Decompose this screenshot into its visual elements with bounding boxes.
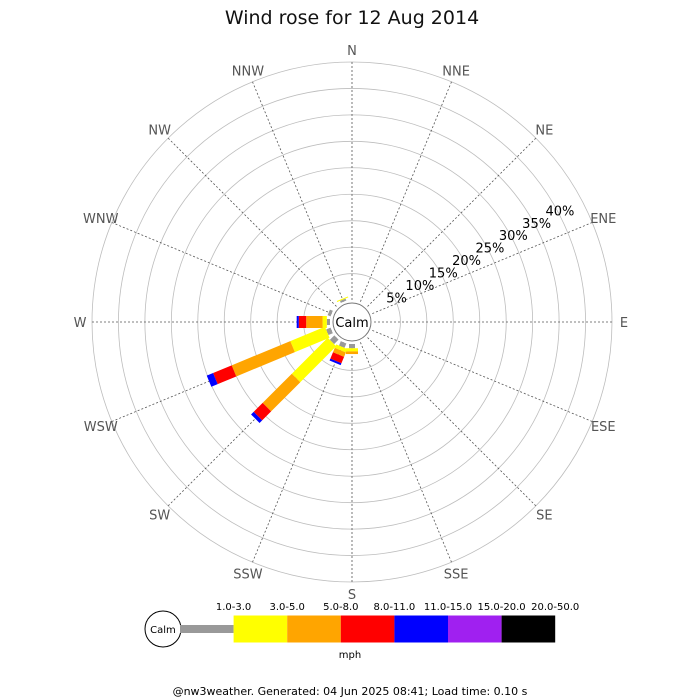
legend-label-20-0-50-0: 20.0-50.0 (531, 602, 579, 613)
direction-label-w: W (74, 316, 87, 331)
speed-legend: Calm 1.0-3.0 3.0-5.0 5.0-8.0 8.0-11.0 11.0-15… (144, 602, 579, 661)
spoke-se (367, 337, 537, 507)
ring-label-5: 5% (386, 291, 407, 306)
direction-label-nnw: NNW (232, 65, 264, 80)
bar-sw-8-0-11-0 (253, 402, 272, 421)
direction-label-wnw: WNW (83, 212, 119, 227)
bar-ssw-8-0-11-0 (330, 352, 345, 364)
legend-swatch-15-0-20-0 (448, 615, 502, 643)
bar-wsw-11-0-15-0 (206, 373, 218, 387)
direction-label-ese: ESE (591, 420, 616, 435)
direction-label-s: S (348, 588, 356, 603)
footer-text: @nw3weather. Generated: 04 Jun 2025 08:4… (173, 685, 528, 698)
ring-label-10: 10% (405, 279, 434, 294)
direction-label-n: N (347, 44, 357, 59)
direction-label-nw: NW (148, 124, 171, 139)
legend-swatch-8-0-11-0 (340, 615, 395, 643)
legend-label-3-0-5-0: 3.0-5.0 (269, 602, 304, 613)
calm-label: Calm (335, 316, 368, 331)
direction-label-e: E (620, 316, 628, 331)
legend-label-11-0-15-0: 11.0-15.0 (424, 602, 472, 613)
grid-ring-40 (118, 88, 586, 556)
bar-wsw-3-0-5-0 (290, 326, 330, 353)
ring-label-35: 35% (522, 217, 551, 232)
legend-swatch-1-0-3-0 (180, 625, 234, 633)
bar-ssw-3-0-5-0 (334, 344, 348, 353)
bar-wsw-8-0-11-0 (213, 365, 237, 385)
ring-label-30: 30% (499, 229, 528, 244)
bar-sw-11-0-15-0 (251, 411, 263, 423)
legend-label-1-0-3-0: 1.0-3.0 (216, 602, 251, 613)
direction-label-ne: NE (535, 124, 553, 139)
bar-ssw-1-0-3-0 (338, 341, 347, 348)
axis-labels: N NNE NE ENE E ESE SE SSE S SSW SW WSW W WNW NW NNW 5%10… (74, 44, 629, 603)
polar-grid (91, 61, 613, 583)
direction-label-se: SE (536, 508, 552, 523)
ring-label-20: 20% (452, 254, 481, 269)
legend-swatch-20-0-50-0 (501, 615, 556, 643)
direction-label-nne: NNE (442, 65, 470, 80)
legend-label-15-0-20-0: 15.0-20.0 (478, 602, 526, 613)
ring-label-40: 40% (546, 204, 575, 219)
direction-label-sse: SSE (444, 567, 469, 582)
wind-bars (206, 296, 358, 423)
bar-sw-5-0-8-0 (262, 373, 301, 412)
bar-wsw-1-0-3-0 (326, 327, 333, 336)
bar-wsw-5-0-8-0 (231, 341, 295, 377)
grid-ring-15 (250, 220, 454, 424)
direction-label-sw: SW (149, 508, 170, 523)
bar-sw-3-0-5-0 (291, 337, 337, 383)
grid-ring-30 (170, 140, 534, 504)
bar-wnw-1-0-3-0 (327, 309, 333, 317)
legend-swatch-3-0-5-0 (233, 615, 288, 643)
spoke-nw (167, 137, 337, 307)
bar-ssw-5-0-8-0 (332, 347, 346, 357)
legend-calm-label: Calm (150, 625, 176, 636)
bar-ssw-11-0-15-0 (329, 358, 342, 366)
bar-sw-1-0-3-0 (329, 335, 339, 345)
ring-label-25: 25% (475, 242, 504, 257)
calm-center: Calm (332, 302, 372, 342)
calm-circle (332, 302, 372, 342)
direction-label-wsw: WSW (84, 420, 118, 435)
legend-label-5-0-8-0: 5.0-8.0 (323, 602, 358, 613)
legend-swatch-11-0-15-0 (394, 615, 448, 643)
legend-swatch-5-0-8-0 (287, 615, 341, 643)
legend-label-8-0-11-0: 8.0-11.0 (374, 602, 416, 613)
ring-label-15: 15% (429, 266, 458, 281)
direction-label-ssw: SSW (233, 567, 263, 582)
direction-label-ene: ENE (590, 212, 616, 227)
legend-unit-label: mph (339, 650, 361, 661)
bar-nnw-1-0-3-0 (339, 298, 347, 303)
chart-title: Wind rose for 12 Aug 2014 (225, 7, 479, 29)
